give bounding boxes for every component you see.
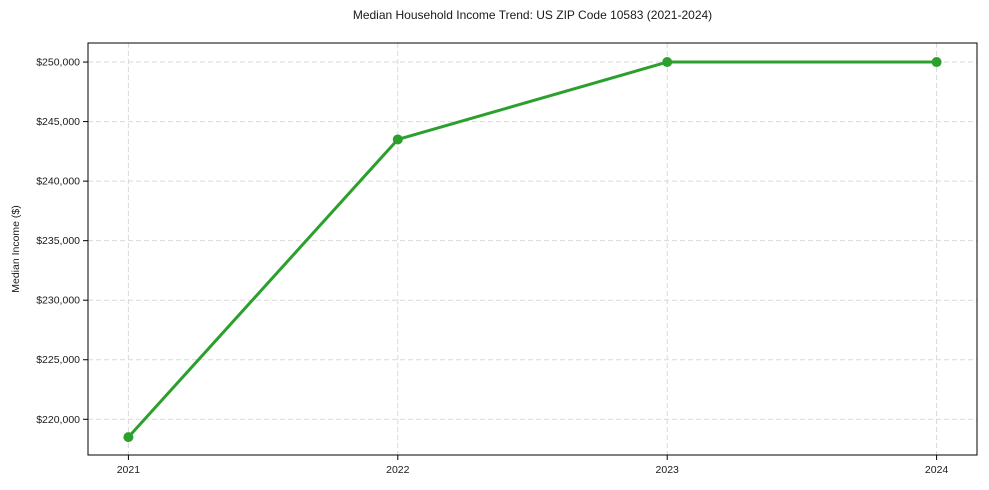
data-point (392, 134, 403, 145)
data-point (931, 57, 942, 68)
trend-line (126, 60, 939, 439)
y-tick-label: $230,000 (36, 295, 80, 307)
x-tick-label: 2021 (117, 464, 141, 476)
plot-border (87, 42, 978, 456)
x-tick-label: 2024 (925, 464, 949, 476)
y-tick-label: $245,000 (36, 116, 80, 128)
y-tick-label: $225,000 (36, 354, 80, 366)
y-tick-label: $250,000 (36, 57, 80, 69)
data-point (662, 57, 673, 68)
y-tick-label: $240,000 (36, 176, 80, 188)
data-point (123, 432, 134, 443)
chart-title: Median Household Income Trend: US ZIP Co… (352, 8, 713, 22)
y-tick-label: $235,000 (36, 235, 80, 247)
y-tick-label: $220,000 (36, 414, 80, 426)
x-tick-label: 2023 (656, 464, 680, 476)
x-tick-label: 2022 (386, 464, 410, 476)
